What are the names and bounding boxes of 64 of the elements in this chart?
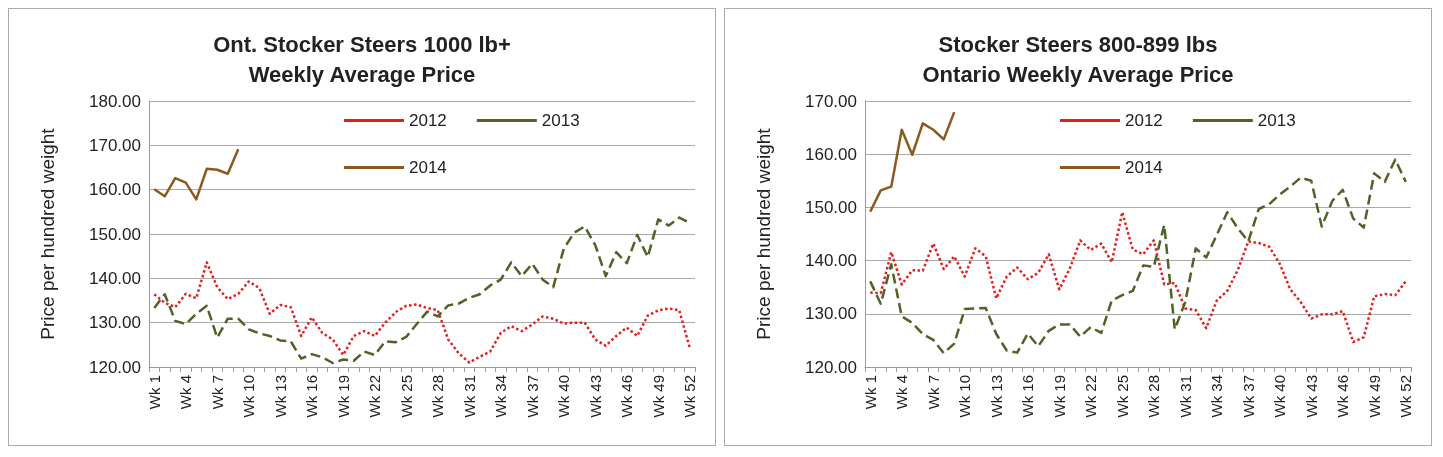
x-tick-label: Wk 10 (956, 375, 974, 418)
y-tick-label: 140.00 (805, 251, 857, 271)
chart-title: Stocker Steers 800-899 lbs Ontario Weekly Average Price (922, 31, 1234, 87)
x-tick-label: Wk 40 (555, 375, 573, 418)
x-tick-label: Wk 1 (861, 375, 879, 410)
legend-label: 2012 (1125, 111, 1163, 130)
x-tick-label: Wk 52 (1397, 375, 1415, 418)
x-tick-label: Wk 22 (1082, 375, 1100, 418)
x-tick-label: Wk 7 (924, 375, 942, 410)
x-tick-label: Wk 52 (681, 375, 699, 418)
x-tick-label: Wk 37 (523, 375, 541, 418)
x-tick-label: Wk 13 (271, 375, 289, 418)
x-tick-label: Wk 46 (1334, 375, 1352, 418)
legend-label: 2014 (409, 158, 447, 177)
x-tick-label: Wk 40 (1271, 375, 1289, 418)
y-tick-label: 120.00 (805, 357, 857, 377)
x-tick-label: Wk 4 (177, 375, 195, 410)
y-tick-label: 160.00 (805, 144, 857, 164)
y-axis-title: Price per hundred weight (753, 127, 774, 340)
x-tick-label: Wk 43 (1302, 375, 1320, 418)
x-tick-label: Wk 46 (618, 375, 636, 418)
y-tick-label: 170.00 (805, 91, 857, 111)
x-tick-label: Wk 10 (240, 375, 258, 418)
x-tick-label: Wk 37 (1239, 375, 1257, 418)
line-series (869, 210, 1407, 344)
y-axis-title: Price per hundred weight (37, 127, 58, 340)
x-tick-label: Wk 31 (1176, 375, 1194, 418)
x-tick-label: Wk 16 (1019, 375, 1037, 418)
x-tick-label: Wk 34 (1208, 375, 1226, 418)
x-tick-label: Wk 7 (208, 375, 226, 410)
chart-title: Ont. Stocker Steers 1000 lb+ Weekly Average Price (213, 31, 511, 87)
legend-label: 2013 (541, 111, 580, 130)
x-tick-label: Wk 1 (145, 375, 163, 410)
x-tick-label: Wk 28 (429, 375, 447, 418)
y-tick-label: 130.00 (805, 304, 857, 324)
y-tick-label: 160.00 (89, 180, 141, 200)
x-tick-label: Wk 43 (586, 375, 604, 418)
x-tick-label: Wk 28 (1145, 375, 1163, 418)
x-tick-label: Wk 34 (492, 375, 510, 418)
line-series (153, 261, 691, 364)
y-tick-label: 130.00 (89, 313, 141, 333)
x-tick-label: Wk 49 (649, 375, 667, 418)
y-tick-label: 180.00 (89, 91, 141, 111)
x-tick-label: Wk 13 (987, 375, 1005, 418)
legend-label: 2014 (1125, 158, 1163, 177)
legend-label: 2013 (1257, 111, 1296, 130)
x-tick-label: Wk 22 (366, 375, 384, 418)
x-tick-label: Wk 25 (397, 375, 415, 418)
y-tick-label: 170.00 (89, 135, 141, 155)
x-tick-label: Wk 31 (460, 375, 478, 418)
y-tick-label: 140.00 (89, 268, 141, 288)
x-tick-label: Wk 16 (303, 375, 321, 418)
x-tick-label: Wk 25 (1113, 375, 1131, 418)
line-series (869, 110, 956, 213)
x-tick-label: Wk 19 (334, 375, 352, 418)
line-series (869, 158, 1407, 355)
line-series (153, 148, 240, 201)
y-tick-label: 120.00 (89, 357, 141, 377)
x-tick-label: Wk 49 (1365, 375, 1383, 418)
x-tick-label: Wk 4 (893, 375, 911, 410)
legend-label: 2012 (409, 111, 447, 130)
y-tick-label: 150.00 (89, 224, 141, 244)
x-tick-label: Wk 19 (1050, 375, 1068, 418)
y-tick-label: 150.00 (805, 197, 857, 217)
